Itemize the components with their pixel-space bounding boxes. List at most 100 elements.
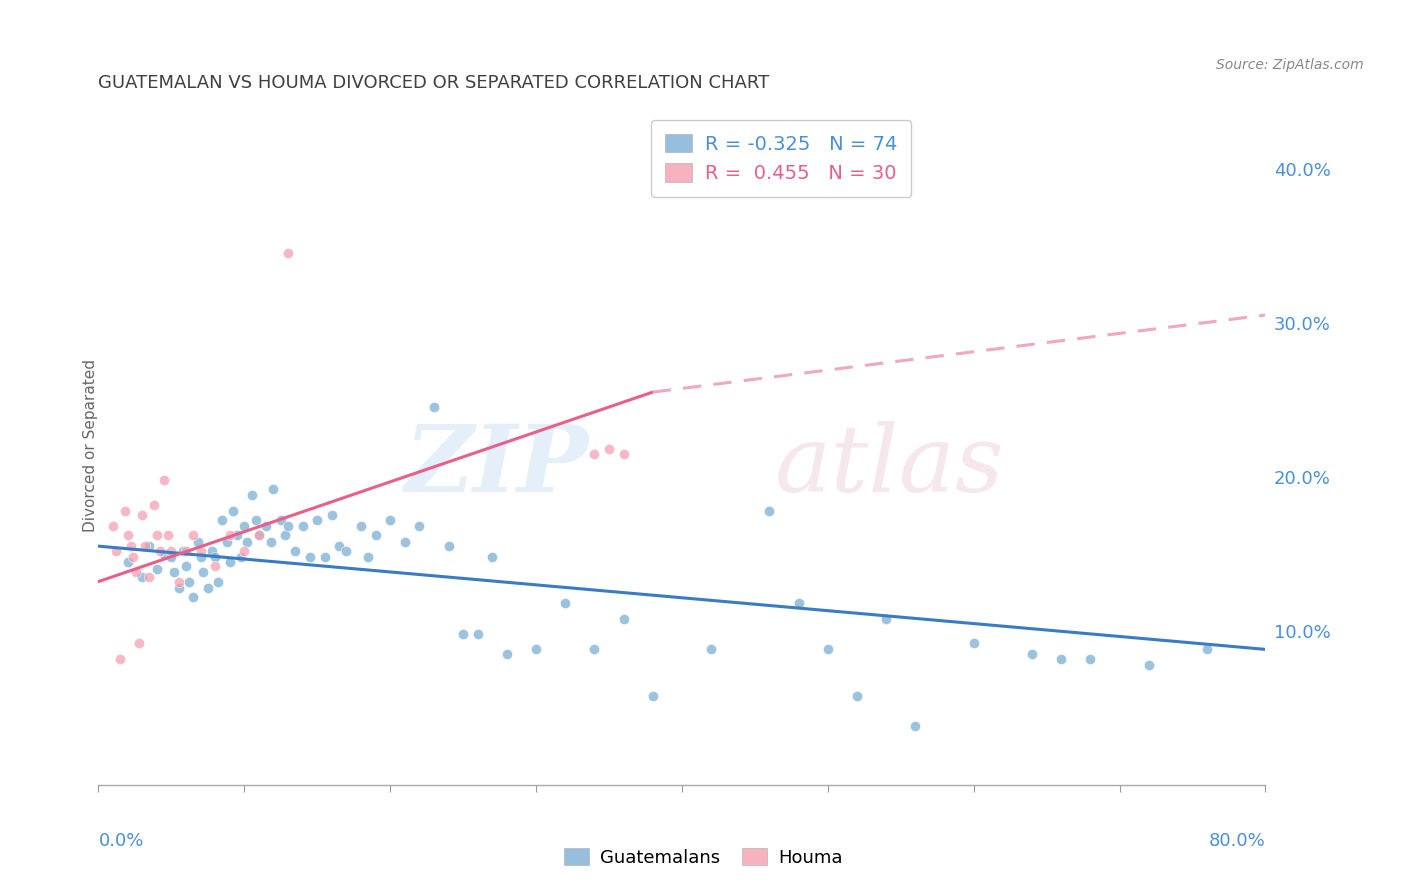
Point: [437, 539, 460, 553]
Point: [197, 581, 219, 595]
Point: [146, 528, 169, 542]
Point: [201, 543, 224, 558]
Text: 80.0%: 80.0%: [1209, 832, 1265, 850]
Point: [408, 519, 430, 533]
Point: [104, 543, 127, 558]
Point: [314, 549, 336, 564]
Point: [274, 528, 297, 542]
Point: [233, 519, 256, 533]
Point: [231, 549, 253, 564]
Point: [962, 636, 984, 650]
Point: [117, 555, 139, 569]
Point: [423, 401, 446, 415]
Point: [236, 534, 259, 549]
Point: [612, 611, 634, 625]
Point: [134, 539, 156, 553]
Point: [110, 651, 132, 665]
Point: [641, 689, 664, 703]
Point: [215, 534, 238, 549]
Point: [364, 528, 387, 542]
Point: [1021, 647, 1043, 661]
Text: 0.0%: 0.0%: [98, 832, 143, 850]
Point: [467, 627, 489, 641]
Point: [160, 543, 183, 558]
Point: [138, 539, 160, 553]
Point: [1195, 642, 1218, 657]
Point: [226, 528, 249, 542]
Point: [101, 519, 124, 533]
Point: [583, 642, 606, 657]
Point: [163, 566, 186, 580]
Point: [700, 642, 723, 657]
Point: [524, 642, 547, 657]
Point: [307, 513, 329, 527]
Point: [193, 566, 215, 580]
Point: [254, 519, 277, 533]
Point: [146, 562, 169, 576]
Point: [153, 473, 176, 487]
Text: atlas: atlas: [775, 421, 1005, 511]
Point: [481, 549, 503, 564]
Point: [149, 543, 172, 558]
Text: ZIP: ZIP: [405, 421, 589, 511]
Point: [138, 570, 160, 584]
Point: [262, 482, 284, 496]
Point: [190, 549, 212, 564]
Point: [125, 566, 148, 580]
Point: [247, 528, 270, 542]
Point: [758, 504, 780, 518]
Point: [247, 528, 270, 542]
Point: [1050, 651, 1073, 665]
Legend: Guatemalans, Houma: Guatemalans, Houma: [557, 841, 849, 874]
Point: [218, 555, 240, 569]
Point: [172, 543, 194, 558]
Point: [394, 534, 416, 549]
Point: [131, 508, 153, 523]
Point: [350, 519, 373, 533]
Point: [904, 719, 927, 733]
Point: [846, 689, 869, 703]
Point: [583, 447, 606, 461]
Point: [207, 574, 229, 589]
Point: [357, 549, 380, 564]
Point: [153, 547, 176, 561]
Point: [190, 543, 212, 558]
Point: [451, 627, 474, 641]
Point: [1080, 651, 1102, 665]
Point: [128, 636, 150, 650]
Legend: R = -0.325   N = 74, R =  0.455   N = 30: R = -0.325 N = 74, R = 0.455 N = 30: [651, 120, 911, 197]
Point: [177, 574, 200, 589]
Point: [233, 543, 256, 558]
Point: [167, 574, 190, 589]
Point: [291, 519, 314, 533]
Point: [380, 513, 402, 527]
Point: [142, 498, 165, 512]
Point: [240, 488, 263, 502]
Point: [245, 513, 267, 527]
Point: [218, 528, 240, 542]
Point: [335, 543, 357, 558]
Point: [284, 543, 307, 558]
Point: [204, 559, 226, 574]
Point: [114, 504, 136, 518]
Point: [270, 513, 292, 527]
Point: [817, 642, 839, 657]
Point: [131, 570, 153, 584]
Point: [496, 647, 519, 661]
Point: [277, 519, 299, 533]
Point: [122, 549, 145, 564]
Point: [875, 611, 897, 625]
Point: [187, 534, 209, 549]
Point: [1137, 657, 1160, 672]
Point: [174, 543, 197, 558]
Point: [120, 539, 142, 553]
Point: [277, 246, 299, 260]
Point: [160, 549, 183, 564]
Point: [174, 559, 197, 574]
Point: [117, 528, 139, 542]
Text: GUATEMALAN VS HOUMA DIVORCED OR SEPARATED CORRELATION CHART: GUATEMALAN VS HOUMA DIVORCED OR SEPARATE…: [98, 74, 769, 92]
Text: Source: ZipAtlas.com: Source: ZipAtlas.com: [1216, 58, 1364, 72]
Point: [259, 534, 281, 549]
Point: [167, 581, 190, 595]
Point: [221, 504, 243, 518]
